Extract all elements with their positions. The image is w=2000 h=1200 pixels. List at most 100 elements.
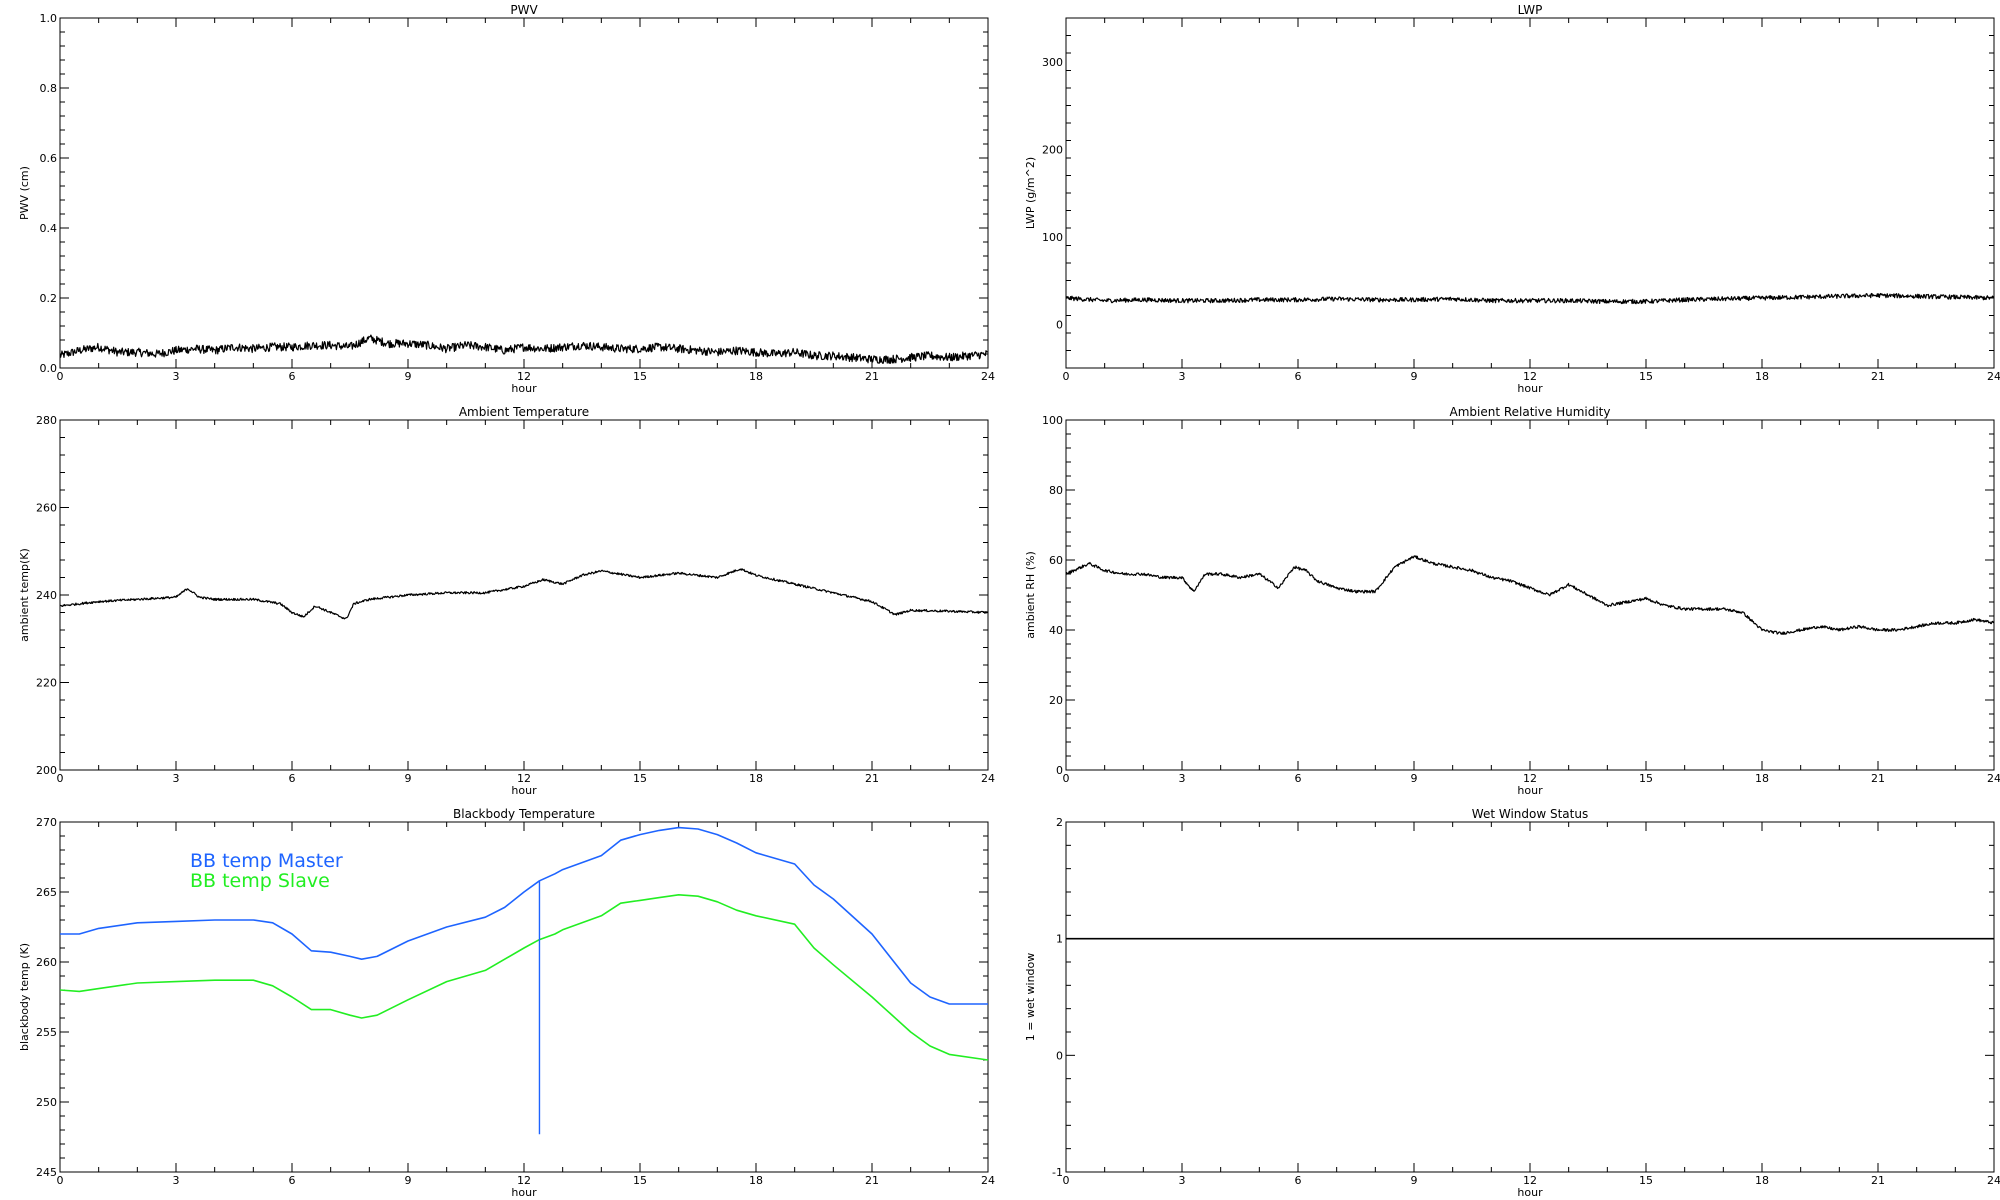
x-tick-label: 15: [1639, 370, 1653, 383]
y-tick-label: 280: [36, 414, 57, 427]
x-axis-label: hour: [511, 382, 537, 395]
x-tick-label: 9: [405, 772, 412, 785]
y-tick-label: 220: [36, 677, 57, 690]
x-tick-label: 18: [1755, 370, 1769, 383]
y-tick-label: 80: [1049, 484, 1063, 497]
x-tick-label: 3: [1179, 1174, 1186, 1187]
x-tick-label: 18: [1755, 1174, 1769, 1187]
panel-ambient-relative-humidity: Ambient Relative Humidity 0 3 6 9 12 15 18 21 24 0…: [1024, 405, 2000, 797]
y-tick-label: 300: [1042, 56, 1063, 69]
y-tick-label: 0: [1056, 1049, 1063, 1062]
x-tick-label: 6: [1295, 1174, 1302, 1187]
y-tick-label: 250: [36, 1096, 57, 1109]
panel-title: PWV: [510, 3, 538, 17]
x-tick-label: 12: [1523, 370, 1537, 383]
y-tick-label: -1: [1052, 1166, 1063, 1179]
y-tick-label: 0.6: [40, 152, 58, 165]
x-tick-label: 21: [865, 370, 879, 383]
x-tick-label: 6: [289, 370, 296, 383]
x-tick-label: 12: [517, 1174, 531, 1187]
panel-pwv: PWV 0 3 6 9 12 15 18 21 24 0.0 0.2 0.4 0.6 0.8 1.0 hour P…: [18, 3, 995, 395]
x-tick-label: 0: [1063, 772, 1070, 785]
x-tick-label: 24: [1987, 1174, 2000, 1187]
x-tick-label: 0: [1063, 1174, 1070, 1187]
y-tick-label: 1: [1056, 933, 1063, 946]
y-tick-label: 20: [1049, 694, 1063, 707]
x-tick-label: 6: [289, 1174, 296, 1187]
panel-title: Blackbody Temperature: [453, 807, 595, 821]
series-line-ambient-temperature: [60, 568, 988, 620]
y-tick-label: 0.2: [40, 292, 58, 305]
plot-frame: [59, 419, 989, 771]
y-tick-label: 260: [36, 956, 57, 969]
panel-ambient-temperature: Ambient Temperature 0 3 6 9 12 15 18 21 24 200 220 2…: [18, 405, 995, 797]
x-tick-label: 3: [173, 772, 180, 785]
y-tick-label: 60: [1049, 554, 1063, 567]
panel-title: Ambient Temperature: [459, 405, 589, 419]
x-tick-label: 6: [1295, 370, 1302, 383]
x-tick-label: 0: [57, 772, 64, 785]
x-tick-label: 12: [1523, 1174, 1537, 1187]
x-axis-label: hour: [511, 784, 537, 797]
y-tick-label: 0: [1056, 318, 1063, 331]
x-tick-label: 15: [633, 1174, 647, 1187]
y-axis-label: LWP (g/m^2): [1024, 157, 1037, 229]
y-tick-label: 100: [1042, 414, 1063, 427]
y-tick-label: 200: [1042, 143, 1063, 156]
panel-lwp: LWP 0 3 6 9 12 15 18 21 24 0 100 200 300 hour LWP (g/m^…: [1024, 3, 2000, 395]
x-tick-label: 0: [1063, 370, 1070, 383]
y-tick-label: 240: [36, 589, 57, 602]
x-tick-label: 18: [749, 772, 763, 785]
y-tick-label: 265: [36, 886, 57, 899]
y-axis-label: blackbody temp (K): [18, 943, 31, 1051]
plot-frame: [1065, 821, 1995, 1173]
y-tick-label: 260: [36, 502, 57, 515]
x-tick-label: 21: [865, 1174, 879, 1187]
x-tick-label: 24: [1987, 772, 2000, 785]
panel-blackbody-temperature: Blackbody Temperature 0 3 6 9 12 15 18 21 24 245 25…: [18, 807, 995, 1199]
panel-title: Ambient Relative Humidity: [1450, 405, 1611, 419]
x-tick-label: 6: [1295, 772, 1302, 785]
x-axis-label: hour: [1517, 382, 1543, 395]
x-tick-label: 3: [173, 1174, 180, 1187]
y-tick-label: 1.0: [40, 12, 58, 25]
y-axis-label: ambient temp(K): [18, 548, 31, 642]
x-tick-label: 9: [405, 370, 412, 383]
y-tick-label: 0.4: [40, 222, 58, 235]
y-tick-label: 2: [1056, 816, 1063, 829]
x-tick-label: 12: [517, 370, 531, 383]
plot-frame: [1065, 17, 1995, 369]
x-axis-label: hour: [511, 1186, 537, 1199]
y-axis-label: 1 = wet window: [1024, 953, 1037, 1042]
x-tick-label: 3: [1179, 772, 1186, 785]
x-tick-label: 9: [405, 1174, 412, 1187]
x-tick-label: 15: [633, 772, 647, 785]
x-tick-label: 24: [981, 370, 995, 383]
x-tick-label: 18: [1755, 772, 1769, 785]
panel-title: LWP: [1518, 3, 1543, 17]
x-tick-label: 21: [865, 772, 879, 785]
plot-frame: [1065, 419, 1995, 771]
y-tick-label: 0: [1056, 764, 1063, 777]
x-tick-label: 3: [173, 370, 180, 383]
y-tick-label: 200: [36, 764, 57, 777]
y-tick-label: 40: [1049, 624, 1063, 637]
x-tick-label: 12: [517, 772, 531, 785]
x-tick-label: 15: [633, 370, 647, 383]
legend-entry-bb-temp-master: BB temp Master: [190, 850, 343, 872]
legend-entry-bb-temp-slave: BB temp Slave: [190, 870, 330, 892]
x-tick-label: 18: [749, 1174, 763, 1187]
x-tick-label: 24: [981, 772, 995, 785]
x-tick-label: 15: [1639, 1174, 1653, 1187]
x-axis-label: hour: [1517, 1186, 1543, 1199]
y-tick-label: 0.8: [40, 82, 58, 95]
series-line-lwp: [1066, 292, 1994, 305]
y-tick-label: 255: [36, 1026, 57, 1039]
x-tick-label: 21: [1871, 1174, 1885, 1187]
y-tick-label: 245: [36, 1166, 57, 1179]
panel-title: Wet Window Status: [1472, 807, 1588, 821]
y-axis-label: PWV (cm): [18, 166, 31, 220]
x-tick-label: 0: [57, 370, 64, 383]
